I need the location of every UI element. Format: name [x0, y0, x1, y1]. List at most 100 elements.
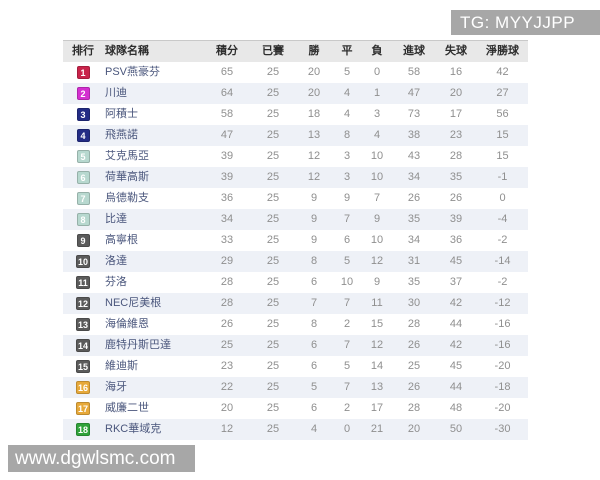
- team-name[interactable]: 高寧根: [105, 234, 138, 246]
- win-value: 12: [307, 150, 321, 162]
- team-name[interactable]: 維迪斯: [105, 360, 138, 372]
- draw-value: 5: [343, 255, 351, 267]
- table-row: 15 維迪斯 23 25 6 5 14 25 45 -20: [63, 356, 528, 377]
- rank-badge: 15: [75, 360, 90, 373]
- header-loss: 負: [371, 45, 383, 57]
- team-name[interactable]: PSV燕豪芬: [105, 66, 161, 78]
- goals-for-value: 26: [407, 381, 421, 393]
- rank-cell: 5: [63, 150, 103, 163]
- team-name[interactable]: 烏德勒支: [105, 192, 149, 204]
- win-value: 20: [307, 66, 321, 78]
- goals-for-value: 20: [407, 423, 421, 435]
- goals-against-value: 35: [449, 171, 463, 183]
- points-value: 20: [220, 402, 234, 414]
- goal-diff-value: -16: [494, 339, 511, 351]
- table-row: 5 艾克馬亞 39 25 12 3 10 43 28 15: [63, 146, 528, 167]
- win-value: 12: [307, 171, 321, 183]
- draw-value: 4: [343, 87, 351, 99]
- played-value: 25: [266, 234, 280, 246]
- played-value: 25: [266, 192, 280, 204]
- rank-badge: 4: [76, 129, 90, 142]
- played-value: 25: [266, 108, 280, 120]
- team-name[interactable]: 川迪: [105, 87, 127, 99]
- played-value: 25: [266, 213, 280, 225]
- points-value: 64: [220, 87, 234, 99]
- played-value: 25: [266, 171, 280, 183]
- team-name[interactable]: 比達: [105, 213, 127, 225]
- win-value: 5: [310, 381, 318, 393]
- team-name[interactable]: 荷華高斯: [105, 171, 149, 183]
- goal-diff-value: 15: [496, 129, 509, 141]
- goal-diff-value: -20: [494, 360, 511, 372]
- loss-value: 12: [370, 255, 384, 267]
- table-row: 8 比達 34 25 9 7 9 35 39 -4: [63, 209, 528, 230]
- goals-for-value: 73: [407, 108, 421, 120]
- table-row: 16 海牙 22 25 5 7 13 26 44 -18: [63, 377, 528, 398]
- rank-badge: 6: [76, 171, 90, 184]
- win-value: 6: [310, 402, 318, 414]
- rank-cell: 17: [63, 402, 103, 415]
- points-value: 39: [220, 150, 234, 162]
- played-value: 25: [266, 129, 280, 141]
- team-name[interactable]: 芬洛: [105, 276, 127, 288]
- goal-diff-value: 27: [496, 87, 509, 99]
- draw-value: 7: [343, 381, 351, 393]
- team-name[interactable]: 海牙: [105, 381, 127, 393]
- team-name[interactable]: 鹿特丹斯巴達: [105, 339, 171, 351]
- team-name[interactable]: 洛達: [105, 255, 127, 267]
- rank-cell: 12: [63, 297, 103, 310]
- goal-diff-value: -12: [494, 297, 511, 309]
- loss-value: 9: [373, 213, 381, 225]
- goals-against-value: 23: [449, 129, 463, 141]
- points-value: 22: [220, 381, 234, 393]
- win-value: 9: [310, 213, 318, 225]
- goals-against-value: 42: [449, 297, 463, 309]
- rank-cell: 6: [63, 171, 103, 184]
- rank-cell: 2: [63, 87, 103, 100]
- goals-against-value: 39: [449, 213, 463, 225]
- team-name[interactable]: 威廉二世: [105, 402, 149, 414]
- win-value: 6: [310, 276, 318, 288]
- header-goals-against: 失球: [445, 45, 467, 57]
- draw-value: 5: [343, 360, 351, 372]
- team-name[interactable]: NEC尼美根: [105, 297, 162, 309]
- header-points: 積分: [216, 45, 238, 57]
- goal-diff-value: 0: [499, 192, 506, 204]
- goals-against-value: 36: [449, 234, 463, 246]
- played-value: 25: [266, 66, 280, 78]
- goals-against-value: 17: [449, 108, 463, 120]
- table-row: 4 飛燕諾 47 25 13 8 4 38 23 15: [63, 125, 528, 146]
- table-row: 13 海倫維恩 26 25 8 2 15 28 44 -16: [63, 314, 528, 335]
- team-name[interactable]: 艾克馬亞: [105, 150, 149, 162]
- win-value: 9: [310, 234, 318, 246]
- goal-diff-value: -1: [497, 171, 508, 183]
- rank-cell: 13: [63, 318, 103, 331]
- rank-cell: 3: [63, 108, 103, 121]
- win-value: 8: [310, 318, 318, 330]
- rank-cell: 15: [63, 360, 103, 373]
- rank-cell: 7: [63, 192, 103, 205]
- header-draw: 平: [341, 45, 353, 57]
- rank-cell: 14: [63, 339, 103, 352]
- loss-value: 15: [370, 318, 384, 330]
- team-name[interactable]: 阿積士: [105, 108, 138, 120]
- goals-for-value: 35: [407, 276, 421, 288]
- rank-cell: 8: [63, 213, 103, 226]
- played-value: 25: [266, 360, 280, 372]
- points-value: 23: [220, 360, 234, 372]
- draw-value: 3: [343, 150, 351, 162]
- win-value: 8: [310, 255, 318, 267]
- loss-value: 3: [373, 108, 381, 120]
- rank-badge: 8: [76, 213, 90, 226]
- rank-cell: 4: [63, 129, 103, 142]
- goal-diff-value: -18: [494, 381, 511, 393]
- points-value: 26: [220, 318, 234, 330]
- played-value: 25: [266, 276, 280, 288]
- website-watermark: www.dgwlsmc.com: [8, 445, 195, 472]
- team-name[interactable]: RKC華域克: [105, 423, 162, 435]
- team-name[interactable]: 海倫維恩: [105, 318, 149, 330]
- league-standings-table: 排行 球隊名稱 積分 已賽 勝 平 負 進球 失球 淨勝球 1 PSV燕豪芬 6…: [63, 40, 528, 440]
- team-name[interactable]: 飛燕諾: [105, 129, 138, 141]
- goals-for-value: 38: [407, 129, 421, 141]
- loss-value: 0: [373, 66, 381, 78]
